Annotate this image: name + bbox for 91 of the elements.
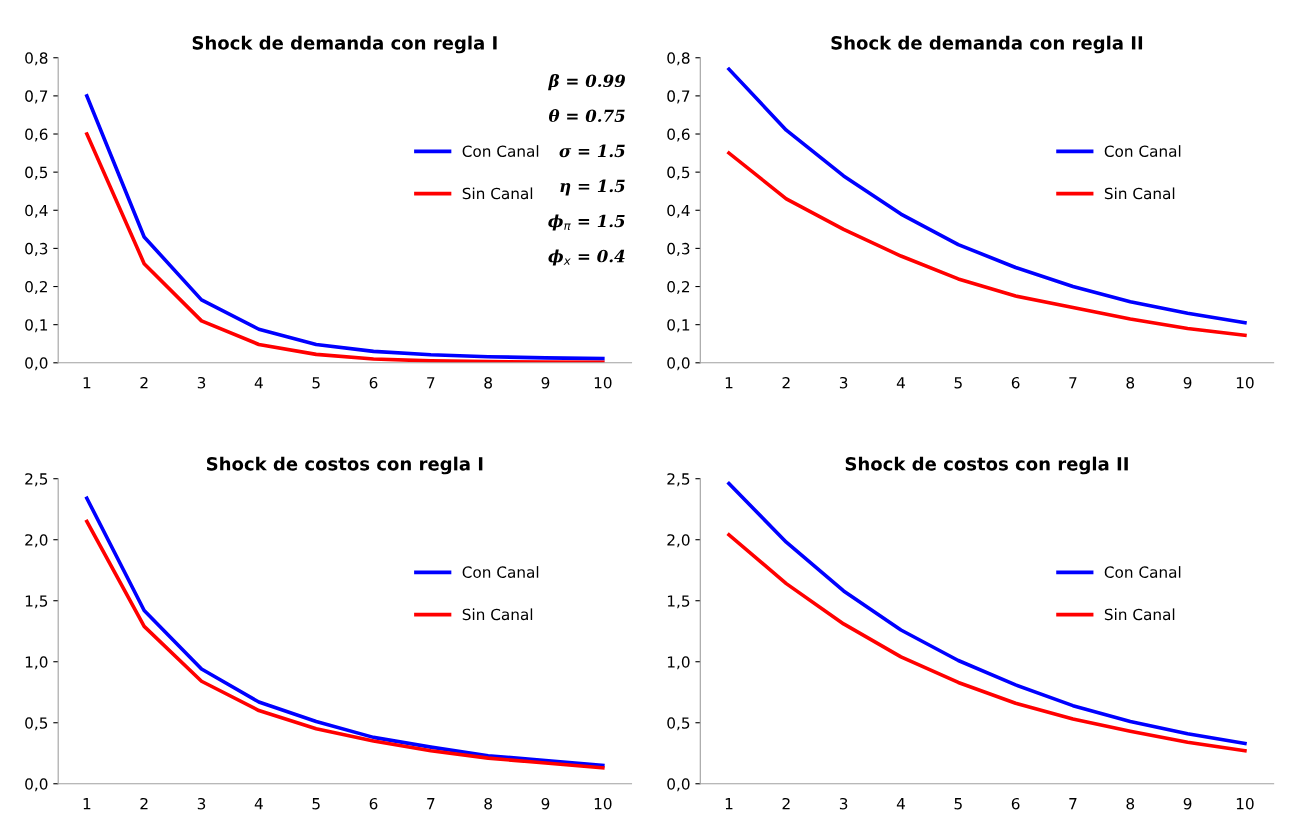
x-tick-label: 3: [197, 376, 206, 389]
x-tick-label: 8: [484, 797, 492, 810]
x-tick-label: 3: [197, 797, 206, 810]
y-tick-label: 0,3: [25, 242, 48, 256]
y-tick-label: 0,5: [25, 717, 48, 731]
x-tick-label: 7: [1069, 377, 1077, 389]
annotation: θ = 0.75: [548, 108, 625, 123]
y-tick-label: 1,0: [667, 656, 690, 670]
x-tick-label: 6: [1011, 797, 1020, 810]
y-tick-label: 0,7: [667, 90, 690, 104]
x-tick-label: 1: [725, 377, 733, 389]
y-tick-label: 2,0: [25, 534, 48, 548]
y-tick-label: 0,2: [667, 281, 690, 295]
legend-label: Sin Canal: [462, 187, 533, 200]
legend-label: Con Canal: [462, 145, 539, 157]
x-tick-label: 5: [954, 798, 962, 810]
y-tick-label: 0,2: [25, 281, 47, 295]
x-tick-label: 6: [369, 797, 378, 810]
x-tick-label: 9: [541, 376, 550, 389]
y-tick-label: 2,5: [25, 473, 48, 487]
y-tick-label: 0,0: [25, 357, 48, 371]
annotation: ϕ$_{π}$ = 1.5: [548, 214, 625, 231]
y-tick-label: 2,0: [667, 534, 690, 548]
y-tick-label: 1,5: [667, 595, 690, 609]
x-tick-label: 6: [1011, 376, 1020, 389]
y-tick-label: 0,6: [25, 128, 48, 142]
x-tick-label: 7: [1069, 798, 1077, 810]
y-tick-label: 0,7: [25, 90, 48, 104]
y-tick-label: 0,1: [667, 319, 690, 333]
y-tick-label: 0,5: [667, 717, 690, 731]
x-tick-label: 10: [1236, 797, 1254, 810]
y-tick-label: 0,4: [25, 204, 48, 218]
y-tick-label: 0,3: [667, 242, 690, 256]
x-tick-label: 7: [427, 798, 435, 810]
y-tick-label: 0,0: [667, 357, 690, 371]
x-tick-label: 9: [1183, 797, 1192, 810]
x-tick-label: 1: [725, 798, 733, 810]
x-tick-label: 9: [541, 797, 550, 810]
x-tick-label: 1: [83, 377, 91, 389]
x-tick-label: 4: [254, 377, 263, 389]
annotation: σ = 1.5: [559, 144, 625, 158]
y-tick-label: 0,8: [667, 52, 690, 66]
y-tick-label: 2,5: [667, 473, 690, 487]
y-tick-label: 0,1: [25, 319, 48, 333]
annotation: η = 1.5: [560, 179, 625, 196]
x-tick-label: 9: [1183, 376, 1192, 389]
x-tick-label: 2: [782, 797, 790, 810]
line-series: [727, 481, 1247, 746]
x-tick-label: 4: [896, 798, 905, 810]
x-tick-label: 5: [312, 798, 320, 810]
x-tick-label: 2: [782, 376, 790, 389]
x-tick-label: 3: [839, 797, 848, 810]
x-tick-label: 8: [1126, 797, 1135, 810]
chart-title: Shock de demanda con regla I: [192, 35, 497, 54]
legend-label: Con Canal: [1104, 566, 1181, 578]
y-tick-label: 0,5: [667, 166, 690, 180]
legend-label: Sin Canal: [462, 608, 533, 621]
annotation: ϕ$_{x}$ = 0.4: [548, 249, 625, 266]
x-tick-label: 8: [1126, 376, 1135, 389]
x-tick-label: 5: [312, 377, 320, 389]
y-tick-label: 0,8: [25, 52, 48, 66]
legend-label: Con Canal: [1104, 145, 1181, 157]
line-series: [727, 533, 1247, 753]
y-tick-label: 1,5: [25, 595, 48, 609]
y-tick-label: 0,6: [667, 128, 690, 142]
x-tick-label: 4: [896, 377, 905, 389]
chart-title: Shock de costos con regla II: [845, 456, 1128, 475]
x-tick-label: 5: [954, 377, 962, 389]
x-tick-label: 1: [83, 798, 91, 810]
y-tick-label: 0,0: [667, 778, 690, 792]
x-tick-label: 8: [484, 376, 492, 389]
x-tick-label: 10: [594, 797, 612, 810]
x-tick-label: 4: [254, 798, 263, 810]
x-tick-label: 10: [594, 376, 612, 389]
y-tick-label: 1,0: [25, 656, 48, 670]
x-tick-label: 7: [427, 377, 435, 389]
x-tick-label: 6: [369, 376, 378, 389]
annotation: β = 0.99: [548, 74, 625, 91]
legend-label: Con Canal: [462, 566, 539, 578]
x-tick-label: 3: [839, 376, 848, 389]
chart-title: Shock de costos con regla I: [206, 456, 483, 475]
y-tick-label: 0,5: [25, 166, 48, 180]
line-series: [727, 67, 1247, 325]
x-tick-label: 2: [140, 797, 148, 810]
y-tick-label: 0,0: [25, 778, 48, 792]
legend-label: Sin Canal: [1104, 187, 1175, 200]
x-tick-label: 10: [1236, 376, 1254, 389]
y-tick-label: 0,4: [667, 204, 690, 218]
x-tick-label: 2: [140, 376, 148, 389]
legend-label: Sin Canal: [1104, 608, 1175, 621]
chart-title: Shock de demanda con regla II: [831, 35, 1143, 54]
